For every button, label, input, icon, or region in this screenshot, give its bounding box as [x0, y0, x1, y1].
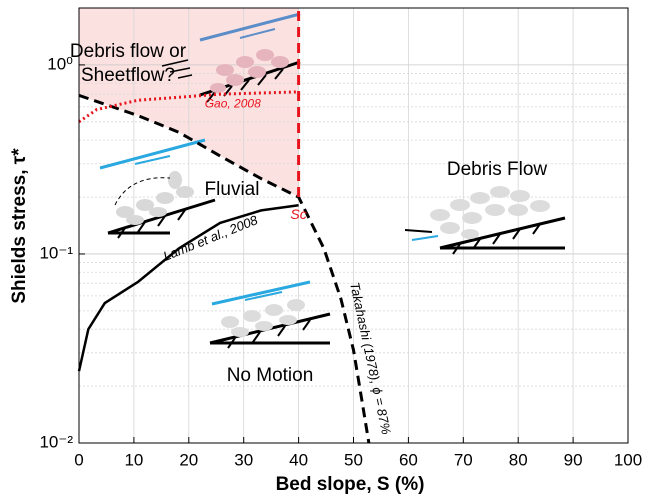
x-tick-label: 50 [344, 450, 363, 469]
series-label: Takahashi (1978), ϕ = 87% [347, 281, 394, 436]
x-axis-label: Bed slope, S (%) [276, 474, 425, 495]
series-label: Sc [290, 206, 306, 222]
y-tick-label: 10⁻² [39, 432, 73, 451]
region-label: No Motion [227, 365, 314, 386]
x-tick-label: 40 [289, 450, 308, 469]
region-label: Fluvial [205, 179, 260, 200]
line-series [78, 93, 371, 444]
region-label: Debris Flow [447, 159, 548, 180]
y-tick-label: 10⁻¹ [39, 243, 73, 262]
icons [99, 12, 566, 349]
y-axis-label: Shields stress, τ* [9, 148, 30, 304]
x-tick-label: 90 [564, 450, 583, 469]
icon-no-motion [209, 280, 331, 349]
data-layer: Lamb et al., 2008 Takahashi (1978), ϕ = 8… [70, 8, 548, 444]
region-label: Debris flow or [70, 41, 187, 62]
icon-debris-flow [404, 186, 566, 255]
grid-layer [78, 7, 629, 444]
x-tick-label: 100 [614, 450, 642, 469]
x-tick-label: 60 [399, 450, 418, 469]
x-tick-label: 80 [509, 450, 528, 469]
series-label: Lamb et al., 2008 [161, 212, 260, 264]
icon-fluvial [99, 138, 216, 239]
x-tick-label: 10 [124, 450, 143, 469]
icon-sheetflow [161, 12, 301, 103]
x-tick-label: 30 [234, 450, 253, 469]
x-tick-label: 20 [179, 450, 198, 469]
plot-frame [78, 7, 629, 444]
series-label: Gao, 2008 [205, 96, 261, 110]
region-label: Sheetflow? [81, 65, 175, 86]
x-tick-label: 70 [454, 450, 473, 469]
x-tick-label: 0 [74, 450, 83, 469]
line-series [77, 204, 299, 372]
y-tick-label: 10⁰ [47, 54, 73, 73]
